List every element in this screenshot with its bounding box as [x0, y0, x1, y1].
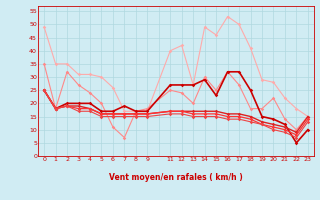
- X-axis label: Vent moyen/en rafales ( km/h ): Vent moyen/en rafales ( km/h ): [109, 174, 243, 182]
